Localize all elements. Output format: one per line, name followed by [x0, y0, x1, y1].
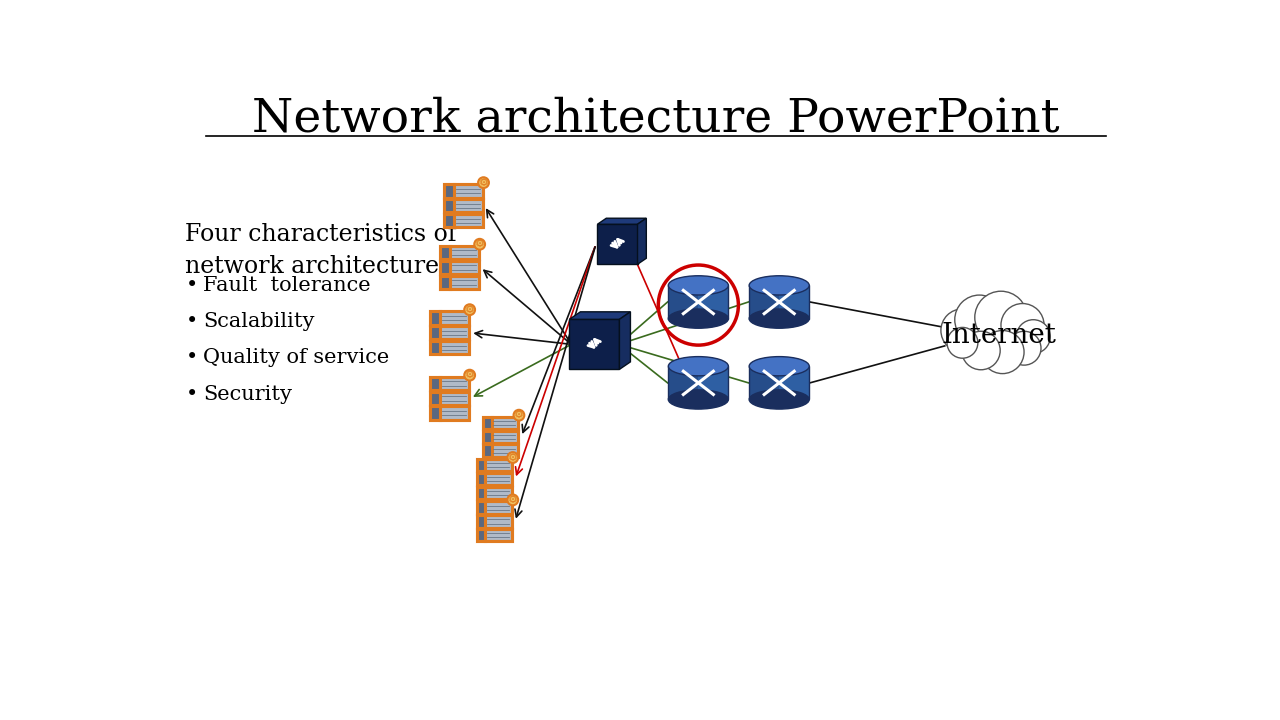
FancyBboxPatch shape	[444, 214, 454, 228]
Text: ⚙: ⚙	[515, 410, 524, 420]
FancyBboxPatch shape	[476, 473, 485, 485]
FancyBboxPatch shape	[485, 501, 512, 514]
Text: ⚙: ⚙	[465, 305, 475, 315]
FancyBboxPatch shape	[430, 326, 440, 339]
FancyBboxPatch shape	[476, 529, 485, 541]
Text: •: •	[187, 348, 198, 367]
FancyBboxPatch shape	[476, 487, 485, 499]
Polygon shape	[598, 224, 637, 264]
FancyBboxPatch shape	[483, 444, 492, 456]
FancyBboxPatch shape	[440, 392, 468, 405]
Text: •: •	[187, 275, 198, 295]
FancyBboxPatch shape	[440, 407, 468, 420]
Polygon shape	[699, 285, 728, 319]
Text: Network architecture PowerPoint: Network architecture PowerPoint	[252, 96, 1060, 141]
FancyBboxPatch shape	[430, 407, 440, 420]
Polygon shape	[699, 366, 728, 400]
FancyBboxPatch shape	[440, 311, 468, 325]
Circle shape	[1001, 304, 1044, 346]
Text: Quality of service: Quality of service	[204, 348, 389, 367]
Circle shape	[1007, 331, 1041, 365]
Text: Scalability: Scalability	[204, 312, 315, 330]
Ellipse shape	[749, 276, 809, 295]
FancyBboxPatch shape	[492, 417, 518, 429]
Polygon shape	[749, 285, 780, 319]
FancyBboxPatch shape	[454, 199, 483, 212]
Ellipse shape	[749, 309, 809, 328]
Circle shape	[475, 239, 485, 250]
Circle shape	[507, 452, 518, 463]
Polygon shape	[637, 218, 646, 264]
Polygon shape	[749, 366, 780, 400]
Ellipse shape	[749, 390, 809, 409]
Ellipse shape	[668, 276, 728, 295]
FancyBboxPatch shape	[440, 377, 468, 390]
Circle shape	[975, 291, 1027, 343]
FancyBboxPatch shape	[454, 184, 483, 197]
Polygon shape	[570, 320, 620, 369]
Circle shape	[465, 370, 475, 381]
Text: ⚙: ⚙	[465, 370, 475, 380]
Polygon shape	[668, 366, 699, 400]
Text: Internet: Internet	[941, 322, 1056, 348]
Circle shape	[1016, 320, 1050, 354]
FancyBboxPatch shape	[440, 276, 451, 289]
Ellipse shape	[668, 309, 728, 328]
FancyBboxPatch shape	[430, 377, 440, 390]
FancyBboxPatch shape	[440, 261, 451, 274]
FancyBboxPatch shape	[440, 341, 468, 354]
Polygon shape	[620, 312, 631, 369]
FancyBboxPatch shape	[485, 516, 512, 528]
FancyBboxPatch shape	[430, 341, 440, 354]
FancyBboxPatch shape	[476, 501, 485, 514]
Text: ⚙: ⚙	[508, 453, 518, 462]
FancyBboxPatch shape	[492, 431, 518, 443]
FancyBboxPatch shape	[440, 246, 451, 259]
FancyBboxPatch shape	[454, 214, 483, 228]
Circle shape	[465, 305, 475, 315]
Circle shape	[947, 328, 978, 359]
FancyBboxPatch shape	[444, 199, 454, 212]
Polygon shape	[780, 366, 809, 400]
Circle shape	[980, 330, 1024, 374]
Circle shape	[955, 295, 1004, 344]
FancyBboxPatch shape	[430, 392, 440, 405]
Circle shape	[941, 309, 984, 352]
Polygon shape	[570, 312, 631, 320]
Ellipse shape	[668, 390, 728, 409]
FancyBboxPatch shape	[485, 473, 512, 485]
Circle shape	[479, 177, 489, 188]
FancyBboxPatch shape	[440, 326, 468, 339]
Text: Fault  tolerance: Fault tolerance	[204, 276, 371, 294]
Text: ⚙: ⚙	[479, 178, 489, 188]
Text: ⚙: ⚙	[475, 239, 485, 249]
FancyBboxPatch shape	[485, 459, 512, 472]
FancyBboxPatch shape	[451, 261, 479, 274]
Polygon shape	[668, 285, 699, 319]
Circle shape	[507, 495, 518, 505]
FancyBboxPatch shape	[430, 311, 440, 325]
Polygon shape	[598, 218, 646, 224]
FancyBboxPatch shape	[492, 444, 518, 456]
FancyBboxPatch shape	[483, 431, 492, 443]
Ellipse shape	[668, 356, 728, 376]
FancyBboxPatch shape	[483, 417, 492, 429]
Circle shape	[961, 331, 1000, 370]
Text: •: •	[187, 311, 198, 331]
Ellipse shape	[749, 356, 809, 376]
FancyBboxPatch shape	[444, 184, 454, 197]
FancyBboxPatch shape	[485, 529, 512, 541]
Polygon shape	[780, 285, 809, 319]
FancyBboxPatch shape	[476, 459, 485, 472]
Text: •: •	[187, 384, 198, 405]
FancyBboxPatch shape	[451, 246, 479, 259]
Text: ⚙: ⚙	[508, 495, 518, 505]
FancyBboxPatch shape	[451, 276, 479, 289]
FancyBboxPatch shape	[485, 487, 512, 499]
Circle shape	[513, 410, 525, 420]
Text: Four characteristics of
network architecture: Four characteristics of network architec…	[184, 223, 456, 277]
FancyBboxPatch shape	[476, 516, 485, 528]
Text: Security: Security	[204, 385, 292, 404]
